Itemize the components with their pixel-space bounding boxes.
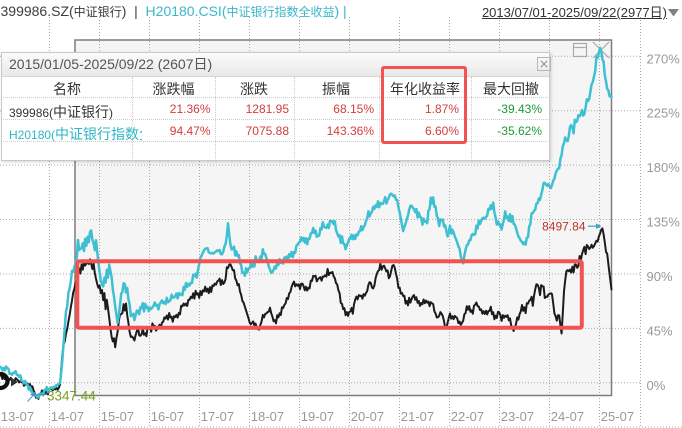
svg-text:25-07: 25-07 (601, 409, 634, 424)
svg-text:0%: 0% (647, 378, 666, 393)
svg-text:225%: 225% (647, 106, 681, 121)
svg-text:90%: 90% (647, 269, 673, 284)
svg-text:15-07: 15-07 (101, 409, 134, 424)
svg-text:8497.84: 8497.84 (542, 220, 586, 234)
svg-text:45%: 45% (647, 323, 673, 338)
svg-text:20-07: 20-07 (351, 409, 384, 424)
svg-text:16-07: 16-07 (151, 409, 184, 424)
svg-text:14-07: 14-07 (51, 409, 84, 424)
svg-text:270%: 270% (647, 51, 681, 66)
svg-text:135%: 135% (647, 215, 681, 230)
svg-text:18-07: 18-07 (251, 409, 284, 424)
svg-text:24-07: 24-07 (551, 409, 584, 424)
svg-text:3347.44: 3347.44 (47, 389, 96, 404)
svg-text:21-07: 21-07 (401, 409, 434, 424)
svg-text:17-07: 17-07 (201, 409, 234, 424)
svg-text:22-07: 22-07 (451, 409, 484, 424)
svg-text:19-07: 19-07 (301, 409, 334, 424)
svg-text:180%: 180% (647, 160, 681, 175)
svg-text:13-07: 13-07 (1, 409, 34, 424)
svg-text:23-07: 23-07 (501, 409, 534, 424)
